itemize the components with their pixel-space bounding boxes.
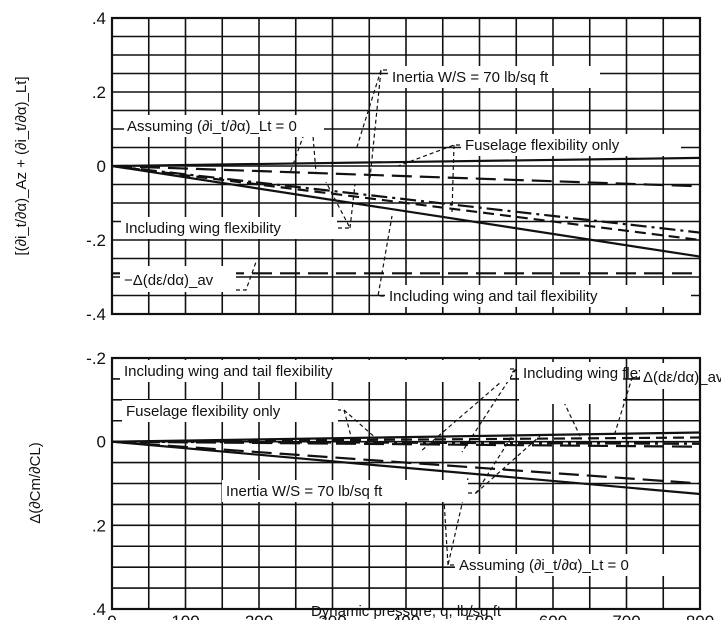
top-y-tick-label: .2 [92, 83, 106, 102]
bottom-x-tick-label: 100 [171, 612, 199, 620]
bot-label-eps: Δ(dε/dα)_av [643, 369, 721, 386]
bot-label-assuming-bg [455, 554, 703, 576]
bottom-panel: -.20.2.40100200300400500600700800 Includ… [27, 349, 721, 620]
top-label-fuselage: Fuselage flexibility only [465, 137, 620, 154]
top-leader-wing-2 [349, 183, 356, 229]
bottom-curves [112, 431, 700, 496]
bottom-series-line-5 [112, 440, 700, 485]
top-leader-wingtail [377, 215, 393, 297]
top-leader-inertia [369, 69, 387, 179]
top-label-eps-bg [120, 266, 236, 292]
top-series-line-5 [112, 164, 700, 258]
top-label-fuselage-bg [461, 134, 681, 156]
bot-leader-fuselage-2 [343, 409, 379, 441]
bot-leader-wingtail-2 [461, 368, 517, 453]
bot-label-wing-bg [519, 362, 623, 404]
bottom-tick-labels: -.20.2.40100200300400500600700800 [86, 349, 714, 620]
top-label-wingtail-bg [385, 285, 691, 307]
bottom-series-line-4 [112, 440, 700, 448]
top-leader-fuselage [397, 144, 460, 167]
top-label-assuming-bg [124, 115, 324, 137]
top-y-tick-label: .4 [92, 9, 106, 28]
bot-label-fuselage-bg [122, 400, 338, 422]
top-label-wing: Including wing flexibility [125, 220, 281, 237]
bottom-y-tick-label: -.2 [86, 349, 106, 368]
top-frame [110, 16, 702, 316]
bottom-x-tick-label: 400 [392, 612, 420, 620]
top-annotations: Inertia W/S = 70 lb/sq ft Assuming (∂i_t… [120, 66, 691, 307]
bot-label-inertia: Inertia W/S = 70 lb/sq ft [226, 483, 383, 500]
bottom-y-tick-label: 0 [97, 433, 106, 452]
bot-label-wingtail: Including wing and tail flexibility [124, 363, 333, 380]
bot-label-inertia-bg [222, 480, 468, 502]
top-label-wing-bg [121, 217, 337, 239]
top-series-line-4 [112, 164, 700, 242]
top-label-eps: −Δ(dε/dα)_av [124, 272, 214, 289]
bottom-annotations: Including wing and tail flexibility Incl… [120, 360, 721, 576]
top-y-tick-label: -.4 [86, 305, 106, 324]
top-y-tick-label: -.2 [86, 231, 106, 250]
bottom-x-tick-label: 0 [107, 612, 116, 620]
bottom-x-tick-label: 800 [686, 612, 714, 620]
bottom-x-tick-label: 700 [612, 612, 640, 620]
bottom-series-line-6 [112, 440, 700, 496]
top-y-axis-label: [(∂i_t/∂α)_Az + (∂i_t/∂α)_Lt] [13, 76, 30, 255]
bottom-series-line-2 [112, 436, 700, 443]
bot-label-assuming: Assuming (∂i_t/∂α)_Lt = 0 [459, 557, 629, 574]
bot-label-fuselage: Fuselage flexibility only [126, 403, 281, 420]
top-panel: .4 .2 0 -.2 -.4 Inertia W/S = 70 lb/sq ft As… [13, 9, 702, 324]
top-leader-wing [325, 181, 351, 229]
top-label-assuming: Assuming (∂i_t/∂α)_Lt = 0 [127, 118, 297, 135]
bottom-x-tick-label: 600 [539, 612, 567, 620]
bottom-series-line-1 [112, 431, 700, 443]
bot-leader-eps [613, 377, 640, 437]
bottom-frame [110, 356, 702, 611]
bot-leader-assuming [447, 477, 469, 566]
bottom-x-tick-label: 300 [318, 612, 346, 620]
bottom-y-tick-label: .2 [92, 516, 106, 535]
bottom-x-tick-label: 500 [465, 612, 493, 620]
bot-leader-assuming-2 [443, 499, 449, 566]
bot-label-eps-bg [640, 363, 708, 389]
bot-leader-inertia-2 [475, 435, 541, 494]
top-series-line-3 [112, 164, 700, 234]
bot-leader-wingtail [419, 368, 518, 453]
top-leader-eps [236, 261, 257, 291]
top-tick-labels: .4 .2 0 -.2 -.4 [86, 9, 106, 324]
x-axis-label: Dynamic pressure, q, lb/sq ft [311, 603, 502, 620]
top-label-inertia-bg [388, 66, 600, 88]
top-label-inertia: Inertia W/S = 70 lb/sq ft [392, 69, 549, 86]
bottom-y-axis-label: Δ(∂Cm/∂CL) [27, 442, 44, 524]
top-series-line-2 [112, 164, 700, 188]
top-series-line-1 [112, 156, 700, 168]
bottom-y-tick-label: .4 [92, 600, 106, 619]
bottom-x-tick-label: 200 [245, 612, 273, 620]
top-y-tick-label: 0 [97, 157, 106, 176]
top-label-wingtail: Including wing and tail flexibility [389, 288, 598, 305]
bot-label-wingtail-bg [120, 360, 510, 382]
